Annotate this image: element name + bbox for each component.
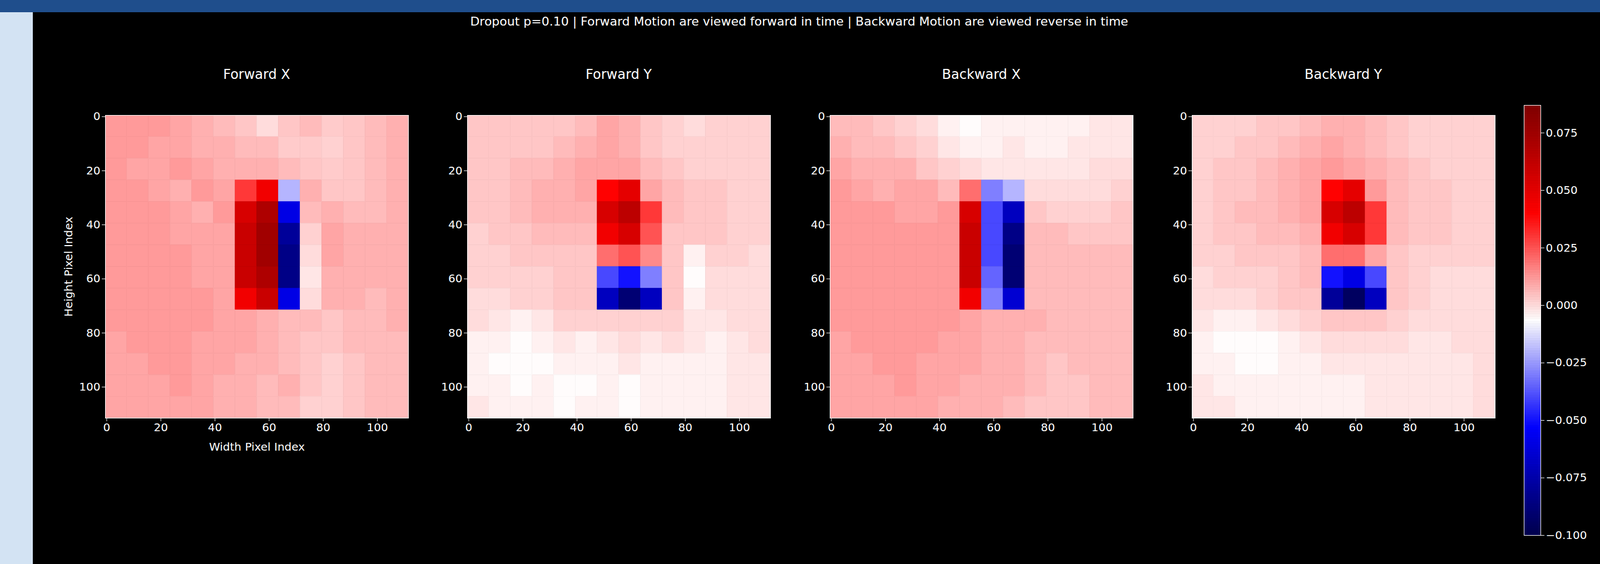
svg-text:60: 60 — [810, 271, 825, 286]
svg-text:−0.025: −0.025 — [1546, 355, 1588, 370]
svg-text:80: 80 — [677, 420, 692, 435]
html-text:Dropout p=0.10 | Forward Motio: Dropout p=0.10 | Forward Motion are view… — [470, 14, 1129, 29]
svg-text:20: 20 — [86, 164, 101, 178]
svg-text:40: 40 — [86, 218, 101, 232]
svg-text:80: 80 — [86, 326, 101, 340]
svg-text:40: 40 — [570, 420, 584, 435]
svg-text:−0.050: −0.050 — [1546, 413, 1588, 428]
svg-text:20: 20 — [154, 420, 168, 435]
svg-text:100: 100 — [441, 380, 463, 394]
svg-text:0: 0 — [93, 109, 101, 123]
svg-text:100: 100 — [1091, 420, 1113, 435]
html-text:Backward X: Backward X — [941, 66, 1021, 83]
svg-text:60: 60 — [1172, 271, 1187, 286]
svg-text:100: 100 — [803, 380, 825, 394]
svg-text:100: 100 — [78, 380, 101, 394]
svg-text:20: 20 — [448, 164, 463, 178]
svg-text:0.025: 0.025 — [1546, 241, 1578, 255]
svg-text:60: 60 — [261, 420, 276, 435]
svg-text:0: 0 — [465, 420, 473, 435]
svg-text:0: 0 — [1190, 420, 1198, 435]
svg-text:40: 40 — [448, 218, 463, 232]
svg-text:100: 100 — [1453, 420, 1475, 435]
svg-text:80: 80 — [1040, 420, 1055, 435]
svg-text:20: 20 — [1240, 420, 1255, 435]
svg-text:0.050: 0.050 — [1546, 183, 1578, 197]
svg-text:80: 80 — [1172, 326, 1187, 340]
svg-text:0: 0 — [455, 109, 463, 123]
svg-text:100: 100 — [366, 420, 388, 435]
svg-text:100: 100 — [728, 420, 750, 435]
svg-text:20: 20 — [810, 164, 825, 178]
svg-text:Height Pixel Index: Height Pixel Index — [61, 216, 76, 317]
svg-text:0: 0 — [818, 109, 826, 123]
svg-text:0: 0 — [828, 420, 836, 435]
svg-text:20: 20 — [878, 420, 893, 435]
svg-text:0: 0 — [1180, 109, 1188, 123]
svg-text:40: 40 — [1172, 218, 1187, 232]
html-text:Forward X: Forward X — [223, 66, 291, 83]
svg-text:80: 80 — [1402, 420, 1417, 435]
svg-text:80: 80 — [315, 420, 330, 435]
html-text:Forward Y: Forward Y — [585, 66, 652, 83]
svg-text:100: 100 — [1165, 380, 1187, 394]
svg-text:60: 60 — [1348, 420, 1363, 435]
svg-text:80: 80 — [448, 326, 463, 340]
svg-text:−0.100: −0.100 — [1546, 528, 1588, 543]
svg-text:40: 40 — [810, 218, 825, 232]
svg-text:0.000: 0.000 — [1546, 298, 1578, 312]
svg-text:60: 60 — [986, 420, 1001, 435]
svg-text:20: 20 — [516, 420, 530, 435]
svg-text:40: 40 — [207, 420, 222, 435]
svg-text:60: 60 — [86, 271, 101, 286]
svg-text:0: 0 — [103, 420, 111, 435]
svg-text:80: 80 — [810, 326, 825, 340]
svg-text:0.075: 0.075 — [1546, 126, 1578, 140]
svg-text:40: 40 — [1294, 420, 1309, 435]
svg-text:60: 60 — [448, 271, 463, 286]
svg-text:−0.075: −0.075 — [1546, 471, 1588, 485]
svg-text:40: 40 — [932, 420, 947, 435]
html-text:Backward Y: Backward Y — [1304, 66, 1383, 83]
svg-text:20: 20 — [1172, 164, 1187, 178]
svg-text:Width Pixel Index: Width Pixel Index — [209, 440, 305, 454]
svg-text:60: 60 — [623, 420, 638, 435]
